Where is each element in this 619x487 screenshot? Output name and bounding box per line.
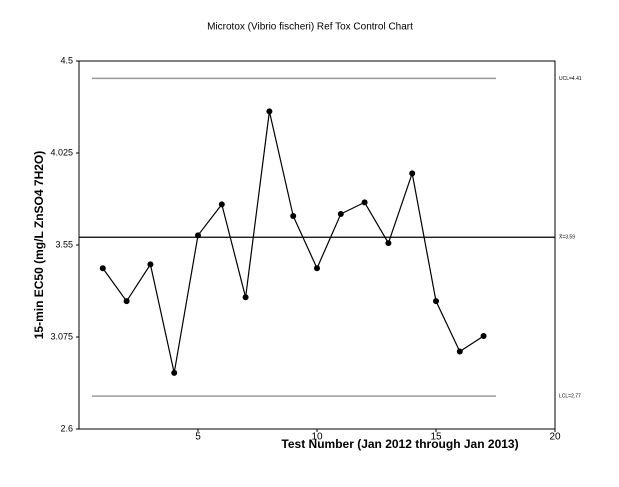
x-tick-label: 5 bbox=[195, 432, 201, 443]
data-point bbox=[314, 265, 320, 272]
data-point bbox=[290, 212, 297, 219]
x-tick-label: 20 bbox=[549, 432, 561, 443]
y-tick-label: 4.5 bbox=[60, 55, 73, 65]
data-point bbox=[266, 108, 273, 115]
data-line bbox=[102, 111, 484, 373]
data-point bbox=[99, 265, 106, 272]
data-point bbox=[409, 170, 416, 177]
data-point bbox=[171, 369, 178, 376]
data-point bbox=[456, 348, 463, 355]
plot-frame bbox=[78, 60, 556, 430]
data-point bbox=[242, 294, 249, 301]
control-label: UCL=4.41 bbox=[559, 76, 582, 82]
data-point bbox=[480, 333, 487, 340]
y-tick-label: 2.6 bbox=[60, 423, 73, 433]
y-axis-label: 15-min EC50 (mg/L ZnSO4 7H2O) bbox=[32, 151, 46, 340]
data-point bbox=[147, 261, 154, 268]
y-tick-label: 3.55 bbox=[55, 239, 73, 249]
y-tick-label: 4.025 bbox=[50, 147, 73, 157]
chart-title: Microtox (Vibrio fischeri) Ref Tox Contr… bbox=[207, 22, 413, 33]
data-point bbox=[385, 240, 392, 247]
data-point bbox=[123, 298, 130, 305]
data-point bbox=[433, 298, 439, 305]
data-point bbox=[195, 232, 201, 239]
x-tick-label: 10 bbox=[311, 432, 323, 443]
control-label: X̄=3.59 bbox=[559, 234, 575, 241]
control-label: LCL=2.77 bbox=[559, 393, 581, 399]
x-tick-label: 15 bbox=[430, 432, 442, 443]
y-tick-label: 3.075 bbox=[50, 331, 73, 341]
data-point bbox=[361, 199, 368, 206]
data-point bbox=[337, 211, 344, 218]
data-point bbox=[218, 201, 225, 208]
x-axis-label: Test Number (Jan 2012 through Jan 2013) bbox=[281, 437, 518, 451]
